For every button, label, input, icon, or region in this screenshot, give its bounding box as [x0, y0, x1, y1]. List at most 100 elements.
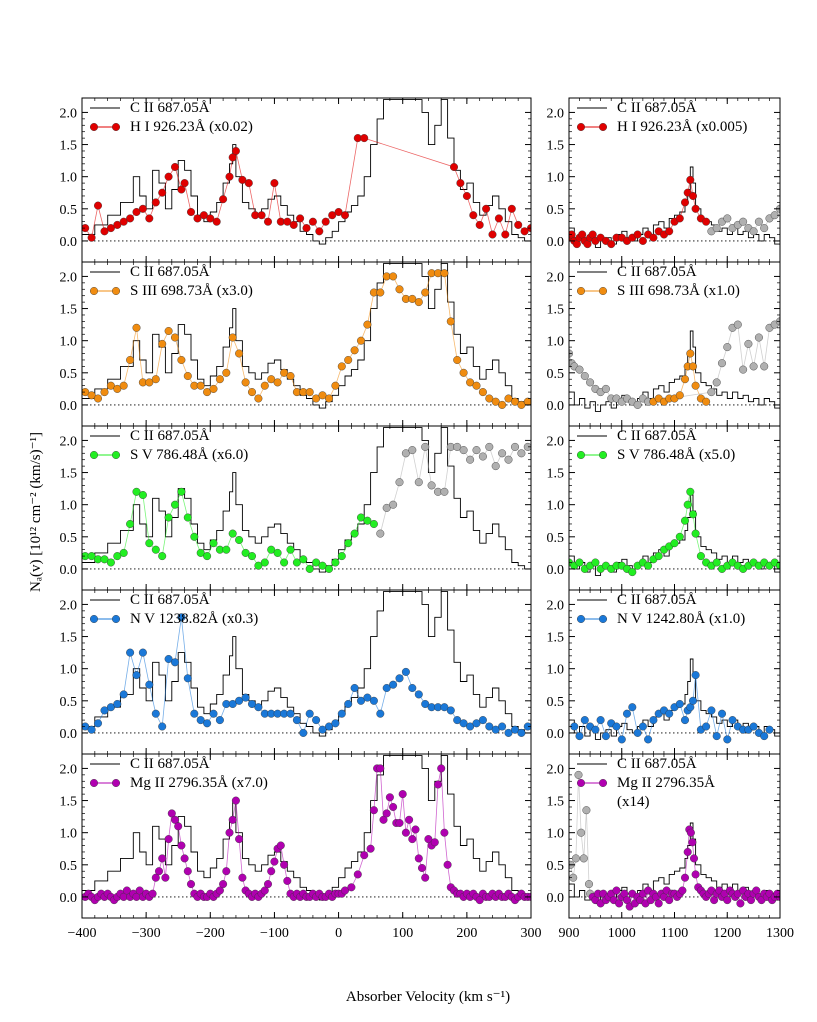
reference-histogram — [82, 427, 531, 573]
legend-series-marker — [599, 122, 608, 131]
masked-point — [376, 529, 385, 538]
y-tick-label: 1.5 — [60, 467, 78, 482]
s5-point — [286, 545, 295, 554]
reference-histogram — [569, 330, 780, 412]
panel-right-h1: 0.0 0.5 1.0 1.5 2.0 C II 687.05Å H I 926.23Å (… — [547, 97, 781, 263]
s5-point — [241, 548, 250, 557]
n5-point — [718, 709, 727, 718]
panel-frame — [81, 753, 532, 919]
s5-point — [100, 555, 109, 564]
legend: C II 687.05Å S V 786.48Å (x5.0) — [577, 428, 735, 463]
mg2-point — [235, 835, 244, 844]
legend-reference-label: C II 687.05Å — [617, 100, 697, 116]
legend-reference-label: C II 687.05Å — [130, 428, 210, 444]
n5-point — [82, 722, 90, 731]
s3-point — [523, 397, 531, 406]
y-tick-label: 0.5 — [60, 203, 78, 218]
h1-point — [180, 179, 189, 188]
h1-point — [100, 227, 109, 236]
mg2-point — [440, 828, 449, 837]
mg2-point — [382, 809, 391, 818]
n5-point — [612, 722, 621, 731]
mg2-point — [401, 828, 410, 837]
h1-point — [177, 185, 186, 194]
s5-point — [591, 558, 600, 567]
n5-point — [707, 706, 716, 715]
n5-point — [286, 709, 295, 718]
y-tick-label: 0.0 — [60, 891, 78, 906]
masked-point — [723, 343, 732, 352]
n5-point — [638, 722, 647, 731]
y-tick-label: 1.0 — [547, 335, 565, 350]
s3-point — [93, 394, 102, 403]
n5-point — [196, 716, 205, 725]
h1-point — [193, 214, 202, 223]
mg2-point — [283, 876, 292, 885]
y-tick-label: 2.0 — [547, 598, 565, 613]
mg2-point — [424, 835, 433, 844]
masked-point — [491, 462, 500, 471]
masked-point — [574, 770, 583, 779]
s5-point — [644, 561, 653, 570]
h1-point — [689, 191, 698, 200]
masked-point — [754, 333, 763, 342]
s3-point — [337, 362, 346, 371]
s3-point — [286, 372, 295, 381]
n5-point — [299, 728, 308, 737]
mg2-point — [267, 867, 276, 876]
plot-area — [569, 770, 780, 911]
s3-point — [145, 378, 154, 387]
n5-point — [158, 722, 167, 731]
s3-point — [100, 388, 109, 397]
n5-point — [177, 613, 186, 622]
mg2-point — [170, 815, 179, 824]
h1-point — [113, 220, 122, 229]
h1-point — [633, 230, 642, 239]
n5-point — [292, 716, 301, 725]
s5-point — [575, 558, 584, 567]
s5-point — [696, 552, 705, 561]
s5-point — [654, 552, 663, 561]
s3-point — [504, 394, 513, 403]
n5-point — [93, 719, 102, 728]
mg2-point — [135, 886, 144, 895]
s3-point — [113, 384, 122, 393]
mg2-point — [691, 870, 700, 879]
h1-point — [151, 198, 160, 207]
legend-series-label: S V 786.48Å (x5.0) — [617, 447, 735, 463]
h1-point — [238, 175, 247, 184]
legend-series-marker — [577, 779, 586, 788]
panel-right-s5: 0.0 0.5 1.0 1.5 2.0 C II 687.05Å S V 786.48Å (… — [547, 425, 781, 591]
reference-histogram — [82, 263, 531, 409]
s5-point — [280, 558, 289, 567]
n5-point — [472, 719, 481, 728]
y-tick-label: 1.5 — [547, 795, 565, 810]
legend-series-marker — [599, 287, 608, 296]
mg2-point — [341, 886, 350, 895]
y-tick-label: 2.0 — [547, 762, 565, 777]
n5-point — [414, 690, 423, 699]
n5-point — [628, 703, 637, 712]
s3-point — [177, 356, 186, 365]
h1-point — [231, 146, 240, 155]
legend: C II 687.05Å H I 926.23Å (x0.005) — [577, 100, 747, 135]
s3-point — [209, 384, 218, 393]
h1-point — [507, 204, 516, 213]
s3-point — [702, 397, 711, 406]
n5-point — [446, 706, 455, 715]
n5-point — [453, 716, 462, 725]
s3-point — [132, 323, 141, 332]
mg2-point — [398, 790, 407, 799]
masked-point — [523, 442, 531, 451]
x-tick-label: 900 — [559, 926, 580, 941]
legend-reference-label: C II 687.05Å — [130, 756, 210, 772]
s3-point — [472, 381, 481, 390]
h1-point — [341, 211, 350, 220]
mg2-point — [238, 873, 247, 882]
h1-point — [199, 211, 208, 220]
masked-point — [401, 449, 410, 458]
h1-point — [244, 179, 253, 188]
h1-point — [482, 204, 491, 213]
n5-point — [491, 725, 500, 734]
panel-left-n5: 0.0 0.5 1.0 1.5 2.0 C II 687.05Å N V 1238.82Å … — [60, 589, 532, 755]
